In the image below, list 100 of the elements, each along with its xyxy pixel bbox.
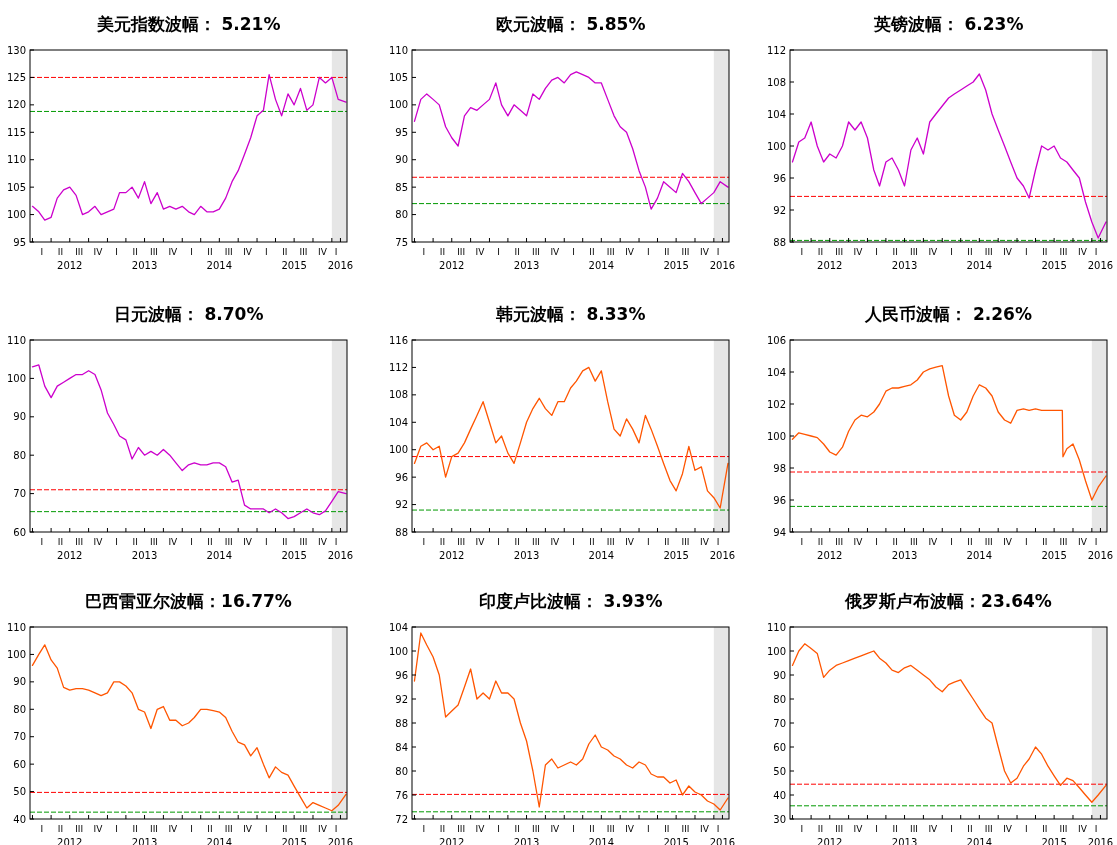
text: III xyxy=(681,824,690,834)
x-tick-label: 2016 xyxy=(327,550,354,561)
x-tick-label: 2013 xyxy=(891,260,918,271)
text: I xyxy=(572,824,575,834)
text: IV xyxy=(1078,537,1088,547)
text: II xyxy=(1042,824,1048,834)
text: I xyxy=(716,537,720,547)
text: III xyxy=(531,537,540,547)
y-tick-label: 108 xyxy=(388,389,408,401)
text: I xyxy=(800,537,804,547)
text: II xyxy=(817,247,824,257)
text: III xyxy=(149,537,158,547)
text: II xyxy=(664,824,670,834)
text: IV xyxy=(243,247,253,257)
text: IV xyxy=(853,824,864,834)
y-tick-label: 40 xyxy=(13,813,26,825)
text: IV xyxy=(318,247,328,257)
text: I xyxy=(264,247,268,257)
y-tick-label: 110 xyxy=(6,154,26,166)
text: III xyxy=(984,537,993,547)
y-tick-label: 112 xyxy=(766,44,786,56)
text: IV xyxy=(700,247,710,257)
text: III xyxy=(299,247,308,257)
y-tick-label: 110 xyxy=(388,44,408,56)
y-tick-label: 112 xyxy=(388,361,408,373)
y-tick-label: 80 xyxy=(395,209,408,221)
y-tick-label: 70 xyxy=(13,488,26,500)
text: II xyxy=(132,247,138,257)
y-tick-label: 50 xyxy=(773,765,786,777)
text: IV xyxy=(93,247,104,257)
text: I xyxy=(950,824,953,834)
text: III xyxy=(984,824,993,834)
y-tick-label: 104 xyxy=(766,366,786,378)
text: I xyxy=(1024,537,1028,547)
x-tick-label: 2014 xyxy=(966,260,993,271)
x-tick-label: 2013 xyxy=(513,550,540,561)
y-tick-label: 100 xyxy=(6,372,26,384)
text: I xyxy=(875,824,879,834)
text: III xyxy=(299,824,308,834)
y-tick-label: 90 xyxy=(13,676,26,688)
chart-title: 欧元波幅： 5.85% xyxy=(495,14,646,34)
x-tick-label: 2012 xyxy=(817,550,843,561)
text: IV xyxy=(853,537,864,547)
chart-title: 人民币波幅： 2.26% xyxy=(864,304,1032,324)
y-tick-label: 80 xyxy=(395,765,408,777)
y-tick-label: 100 xyxy=(388,444,408,456)
x-tick-label: 2015 xyxy=(663,550,689,561)
x-tick-label: 2012 xyxy=(439,550,465,561)
text: II xyxy=(207,824,213,834)
text: I xyxy=(716,247,720,257)
y-tick-label: 104 xyxy=(388,416,408,428)
text: IV xyxy=(928,537,939,547)
y-tick-label: 104 xyxy=(388,621,408,633)
text: II xyxy=(1042,247,1048,257)
text: IV xyxy=(1078,824,1088,834)
text: II xyxy=(282,537,288,547)
text: III xyxy=(457,247,466,257)
x-tick-label: 2012 xyxy=(57,550,83,561)
y-tick-label: 115 xyxy=(6,126,26,138)
y-tick-label: 95 xyxy=(13,236,26,248)
y-tick-label: 80 xyxy=(773,693,786,705)
text: IV xyxy=(1003,824,1013,834)
text: III xyxy=(909,537,918,547)
y-tick-label: 72 xyxy=(395,813,408,825)
text: IV xyxy=(475,824,486,834)
y-tick-label: 60 xyxy=(13,526,26,538)
y-tick-label: 96 xyxy=(773,172,786,184)
text: III xyxy=(299,537,308,547)
y-tick-label: 50 xyxy=(13,786,26,798)
text: II xyxy=(132,537,138,547)
text: III xyxy=(835,537,844,547)
text: IV xyxy=(1003,537,1013,547)
text: II xyxy=(967,824,973,834)
text: I xyxy=(497,247,501,257)
text: IV xyxy=(700,824,710,834)
y-tick-label: 85 xyxy=(395,181,408,193)
line-series xyxy=(413,71,729,210)
text: I xyxy=(875,247,879,257)
text: I xyxy=(646,824,650,834)
text: II xyxy=(664,247,670,257)
text: III xyxy=(224,247,233,257)
y-tick-label: 80 xyxy=(13,703,26,715)
text: IV xyxy=(475,247,486,257)
text: I xyxy=(497,537,501,547)
line-series xyxy=(413,632,729,811)
y-tick-label: 125 xyxy=(6,71,26,83)
y-tick-label: 76 xyxy=(395,789,408,801)
text: IV xyxy=(625,537,635,547)
y-tick-label: 94 xyxy=(773,526,786,538)
x-tick-label: 2015 xyxy=(1041,550,1067,561)
y-tick-label: 100 xyxy=(6,648,26,660)
text: II xyxy=(589,537,595,547)
text: III xyxy=(457,537,466,547)
text: IV xyxy=(1078,247,1088,257)
x-tick-label: 2014 xyxy=(966,550,993,561)
text: III xyxy=(909,824,918,834)
line-series xyxy=(791,643,1107,803)
y-tick-label: 80 xyxy=(13,449,26,461)
text: III xyxy=(835,247,844,257)
line-series xyxy=(31,74,347,221)
